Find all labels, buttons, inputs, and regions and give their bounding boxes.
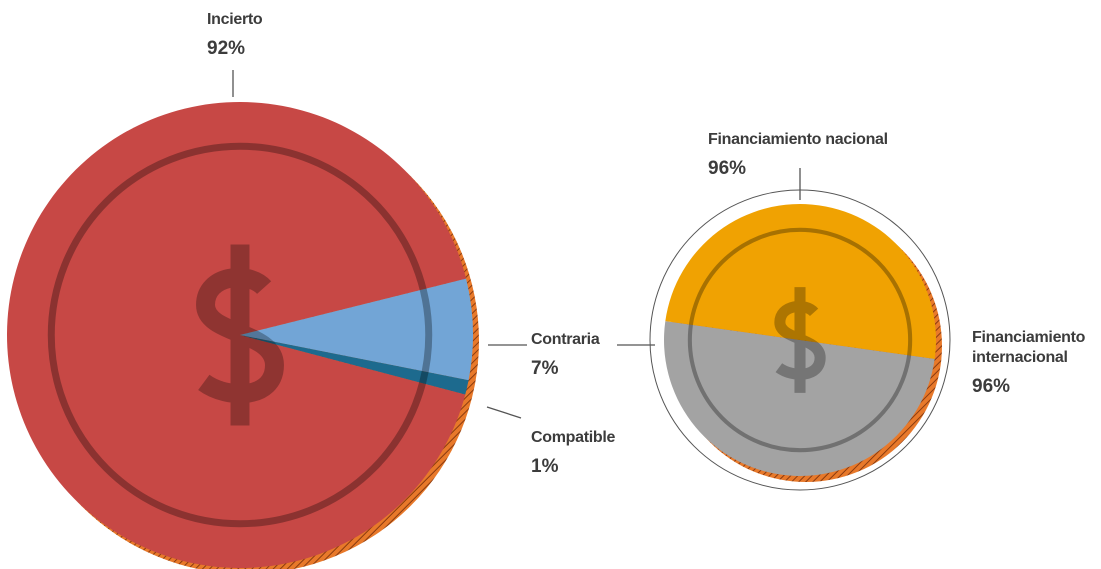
pie-slice (664, 321, 935, 476)
dollar-sign (774, 287, 826, 393)
category-label: Incierto (207, 11, 263, 28)
coin-ring (687, 227, 913, 453)
pie-slice (240, 278, 474, 381)
pie-slice (665, 204, 936, 359)
leader-line (486, 406, 522, 419)
value-label: 92% (207, 38, 246, 59)
value-label: 96% (708, 158, 747, 179)
dollar-sign (196, 244, 284, 426)
category-label: Compatible (531, 429, 616, 446)
value-label: 96% (972, 376, 1011, 397)
value-label: 7% (531, 358, 559, 379)
coin-ring (47, 142, 433, 528)
category-label: Financiamiento nacional (708, 131, 888, 148)
pie-slice (240, 335, 469, 395)
value-label: 1% (531, 456, 559, 477)
pie-slice (7, 101, 467, 568)
category-label: Contraria (531, 331, 600, 348)
category-label: Financiamiento internacional (972, 329, 1086, 366)
